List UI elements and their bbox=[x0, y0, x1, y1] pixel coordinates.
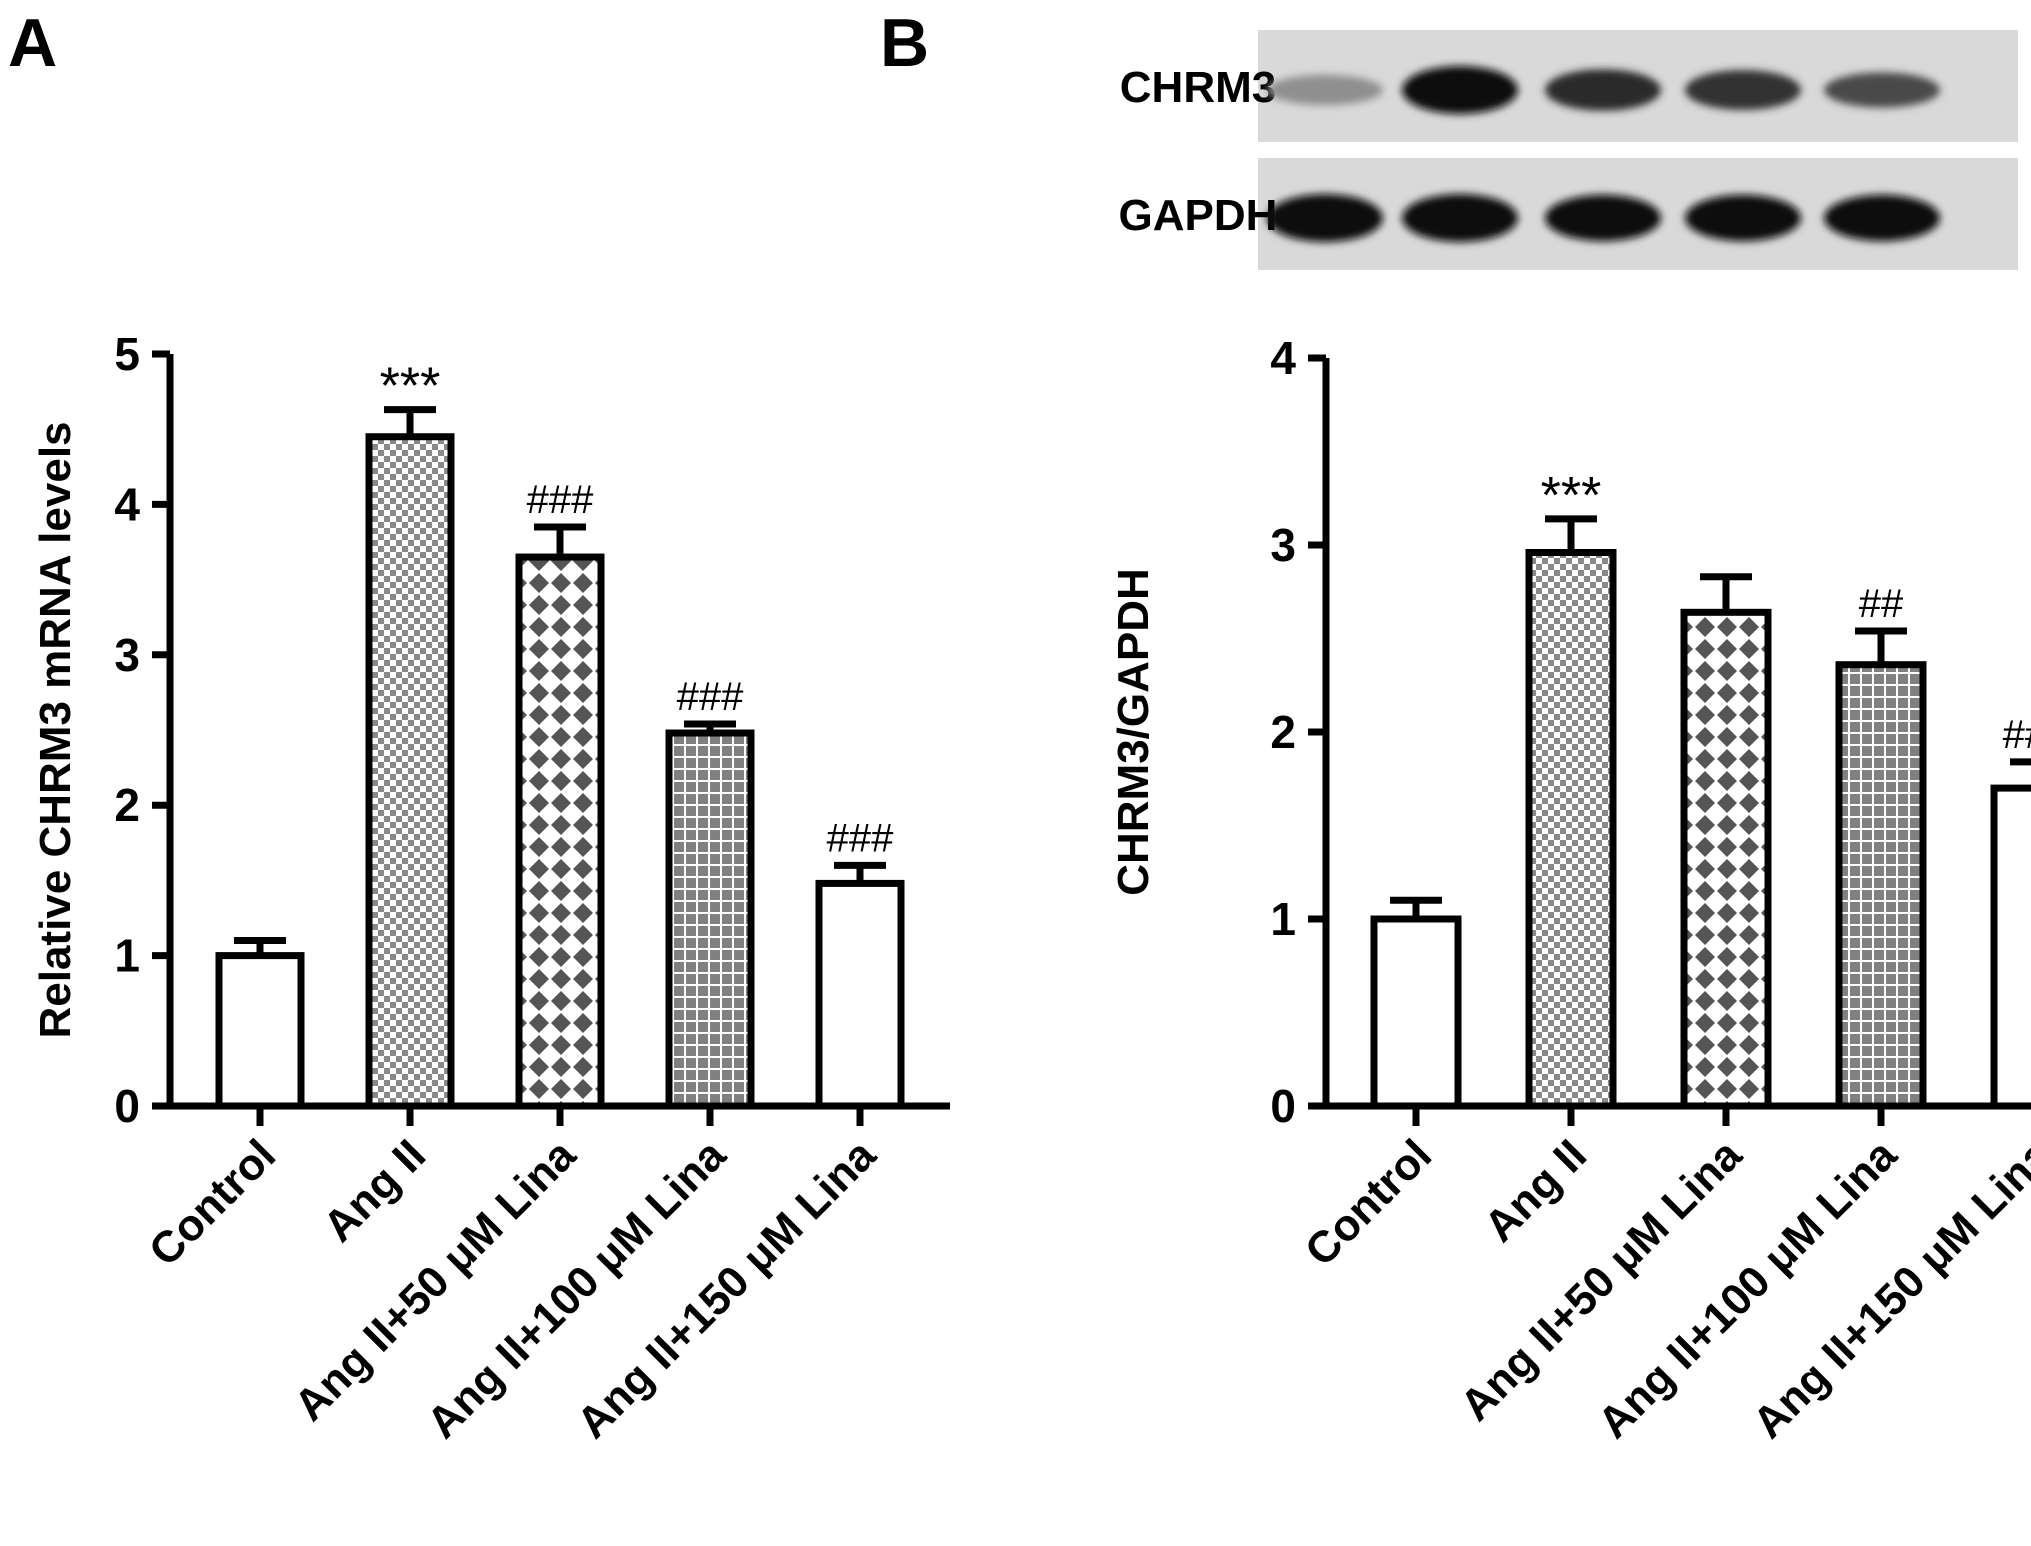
significance-label: ## bbox=[1859, 582, 1904, 626]
significance-label: *** bbox=[1541, 467, 1602, 525]
bar bbox=[665, 729, 755, 1110]
bar bbox=[215, 952, 305, 1110]
blot-band bbox=[1685, 70, 1801, 110]
bar bbox=[1370, 915, 1462, 1110]
significance-label: ### bbox=[2003, 713, 2031, 757]
y-tick-label: 2 bbox=[114, 779, 140, 831]
blot-band bbox=[1402, 194, 1518, 242]
x-tick-label: Control bbox=[1296, 1130, 1441, 1275]
x-tick-label: Ang II+50 μM Lina bbox=[285, 1130, 585, 1430]
bar bbox=[815, 879, 905, 1110]
bar bbox=[1990, 784, 2031, 1110]
significance-label: *** bbox=[380, 358, 441, 416]
significance-label: ### bbox=[527, 478, 594, 522]
blot-band bbox=[1824, 72, 1940, 108]
blot-band bbox=[1545, 194, 1661, 242]
y-tick-label: 5 bbox=[114, 328, 140, 380]
x-tick-label: Ang II bbox=[314, 1130, 435, 1251]
significance-label: ### bbox=[827, 816, 894, 860]
blot-band bbox=[1267, 74, 1383, 106]
y-tick-label: 4 bbox=[114, 478, 140, 530]
y-tick-label: 4 bbox=[1270, 332, 1296, 384]
blot-band bbox=[1402, 66, 1518, 114]
bar bbox=[1835, 661, 1927, 1110]
y-tick-label: 1 bbox=[114, 930, 140, 982]
y-axis-title: Relative CHRM3 mRNA levels bbox=[31, 421, 80, 1038]
y-tick-label: 0 bbox=[1270, 1080, 1296, 1132]
y-tick-label: 1 bbox=[1270, 893, 1296, 945]
x-tick-label: Ang II+50 μM Lina bbox=[1451, 1130, 1751, 1430]
bar bbox=[1525, 548, 1617, 1110]
panel-label-b: B bbox=[880, 5, 929, 81]
y-tick-label: 2 bbox=[1270, 706, 1296, 758]
bar-chart-a: 0 1 2 3 4 5 Relative CHRM3 mRNA levels Control *… bbox=[31, 328, 950, 1448]
x-tick-label: Ang II+150 μM Lina bbox=[568, 1130, 886, 1448]
blot-label: CHRM3 bbox=[1120, 63, 1276, 112]
x-tick-label: Ang II+100 μM Lina bbox=[1589, 1130, 1907, 1448]
blot-band bbox=[1824, 194, 1940, 242]
bar bbox=[365, 433, 455, 1110]
significance-label: ### bbox=[677, 675, 744, 719]
blot-band bbox=[1685, 194, 1801, 242]
x-tick-label: Ang II bbox=[1475, 1130, 1596, 1251]
x-tick-label: Control bbox=[140, 1130, 285, 1275]
y-tick-label: 3 bbox=[114, 629, 140, 681]
western-blot: CHRM3 GAPDH bbox=[1119, 30, 2018, 270]
y-tick-label: 3 bbox=[1270, 519, 1296, 571]
y-axis-title: CHRM3/GAPDH bbox=[1109, 568, 1158, 896]
bar bbox=[515, 553, 605, 1110]
blot-band bbox=[1267, 194, 1383, 242]
y-tick-label: 0 bbox=[114, 1080, 140, 1132]
panel-label-a: A bbox=[8, 5, 57, 81]
blot-label: GAPDH bbox=[1119, 191, 1278, 240]
blot-band bbox=[1545, 69, 1661, 111]
bar bbox=[1680, 608, 1772, 1110]
x-tick-label: Ang II+100 μM Lina bbox=[418, 1130, 736, 1448]
